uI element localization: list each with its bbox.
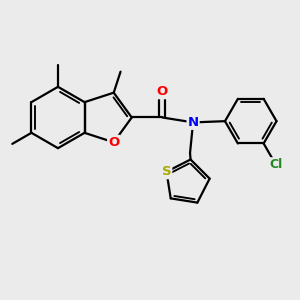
Text: O: O [108,136,119,149]
Text: O: O [157,85,168,98]
Text: N: N [188,116,199,129]
Text: S: S [162,165,171,178]
Text: Cl: Cl [269,158,283,171]
